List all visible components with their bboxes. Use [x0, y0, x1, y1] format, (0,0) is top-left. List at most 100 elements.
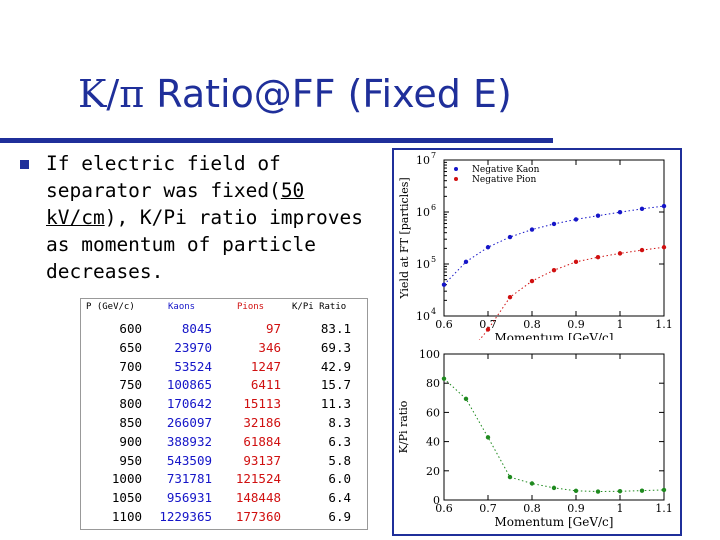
charts-frame: 0.6 0.7 0.8 0.9 1 1.1 10 4 10 5 10 6 10 7 Momentum [Ge… — [392, 148, 682, 536]
table-cell: 6.9 — [328, 508, 351, 524]
table-column-ratio: 83.1 69.3 42.9 15.7 11.3 8.3 6.3 5.8 6.0 6.4 6.9 — [271, 320, 351, 527]
data-point — [463, 259, 469, 265]
y-tick-label: 10 — [416, 310, 430, 323]
table-cell: 800 — [119, 396, 142, 412]
table-cell: 61884 — [243, 433, 281, 449]
x-tick-label: 0.8 — [523, 318, 541, 331]
series-line — [443, 246, 665, 385]
table-cell: 6411 — [250, 377, 281, 393]
y-axis-label: Yield at FT [particles] — [398, 177, 411, 299]
table-cell: 1000 — [111, 471, 142, 487]
legend-label: Negative Pion — [472, 175, 536, 185]
data-point — [617, 489, 623, 494]
y-tick-label: 100 — [419, 348, 440, 361]
table-cell: 97 — [265, 321, 281, 336]
table-cell: 121524 — [235, 471, 281, 487]
y-axis-label: K/Pi ratio — [397, 400, 410, 453]
table-cell: 177360 — [235, 508, 281, 524]
table-cell: 32186 — [243, 414, 281, 430]
table-cell: 42.9 — [320, 358, 351, 374]
data-table-panel — [80, 298, 368, 530]
data-point — [661, 245, 667, 250]
series-line — [443, 378, 665, 493]
table-cell: 900 — [119, 433, 142, 449]
x-tick-label: 1 — [617, 318, 624, 331]
x-tick-label: 0.9 — [567, 318, 585, 331]
x-tick-label: 1 — [617, 502, 624, 515]
table-cell: 148448 — [235, 490, 281, 506]
data-point — [529, 481, 535, 486]
data-point — [573, 217, 579, 222]
legend-label: Negative Kaon — [472, 165, 540, 175]
table-cell: 15.7 — [320, 377, 351, 393]
y-tick-exponent: 7 — [431, 151, 436, 160]
data-point — [573, 488, 579, 494]
table-cell: 1050 — [111, 490, 142, 506]
table-cell: 5.8 — [328, 452, 351, 468]
table-cell: 700 — [119, 358, 142, 374]
x-axis-label: Momentum [GeV/c] — [495, 515, 614, 529]
data-point — [551, 221, 557, 227]
table-cell: 23970 — [174, 339, 212, 355]
table-cell: 731781 — [166, 471, 212, 487]
table-cell: 11.3 — [320, 396, 351, 412]
x-tick-label: 0.9 — [567, 502, 585, 515]
y-tick-exponent: 4 — [431, 307, 436, 316]
y-tick-label: 10 — [416, 258, 430, 271]
x-tick-label: 0.6 — [435, 318, 453, 331]
table-header: Pions — [237, 302, 265, 312]
table-cell: 346 — [258, 339, 281, 355]
y-tick-label: 10 — [416, 154, 430, 167]
data-point — [639, 247, 645, 253]
data-point — [595, 213, 601, 218]
table-cell: 543509 — [166, 452, 212, 468]
data-point — [639, 206, 645, 212]
data-point — [529, 278, 535, 284]
table-cell: 850 — [119, 414, 142, 430]
table-cell: 8045 — [181, 321, 212, 336]
data-point — [485, 327, 491, 332]
table-cell: 1229365 — [159, 508, 212, 524]
data-point — [573, 259, 579, 265]
data-point — [639, 488, 645, 493]
title-text: Ratio@FF (Fixed E) — [144, 72, 512, 116]
table-cell: 69.3 — [320, 339, 351, 355]
x-tick-label: 0.8 — [523, 502, 541, 515]
table-cell: 170642 — [166, 396, 212, 412]
table-cell: 6.0 — [328, 471, 351, 487]
table-cell: 266097 — [166, 414, 212, 430]
data-point — [485, 435, 491, 440]
data-point — [507, 474, 513, 480]
y-tick-label: 10 — [416, 206, 430, 219]
x-tick-label: 1.1 — [655, 318, 673, 331]
table-cell: 388932 — [166, 433, 212, 449]
y-tick-label: 80 — [426, 377, 440, 390]
legend-marker — [454, 177, 458, 181]
data-point — [551, 485, 557, 491]
bullet-link[interactable]: 50 kV/cm — [46, 179, 305, 229]
table-header: K/Pi Ratio — [292, 302, 347, 312]
table-column-pions: 97 346 1247 6411 15113 32186 61884 93137 121524 1… — [201, 320, 281, 527]
data-point — [661, 203, 667, 209]
data-point — [485, 245, 491, 250]
table-cell: 6.3 — [328, 433, 351, 449]
table-column-kaons: 8045 23970 53524 100865 170642 266097 388932 54… — [132, 320, 212, 527]
plot-area — [443, 353, 665, 501]
table-cell: 8.3 — [328, 414, 351, 430]
y-tick-label: 20 — [426, 465, 440, 478]
data-point — [595, 255, 601, 260]
table-cell: 6.4 — [328, 490, 351, 506]
title-symbol: K/π — [78, 72, 145, 116]
table-cell: 650 — [119, 339, 142, 355]
data-point — [617, 251, 623, 256]
table-cell: 83.1 — [320, 321, 351, 336]
y-tick-label: 0 — [433, 494, 440, 507]
table-cell: 93137 — [243, 452, 281, 468]
x-tick-label: 0.7 — [479, 318, 497, 331]
table-cell: 100865 — [166, 377, 212, 393]
data-point — [441, 282, 447, 287]
table-cell: 950 — [119, 452, 142, 468]
data-point — [463, 396, 469, 402]
title-underline — [0, 138, 553, 143]
